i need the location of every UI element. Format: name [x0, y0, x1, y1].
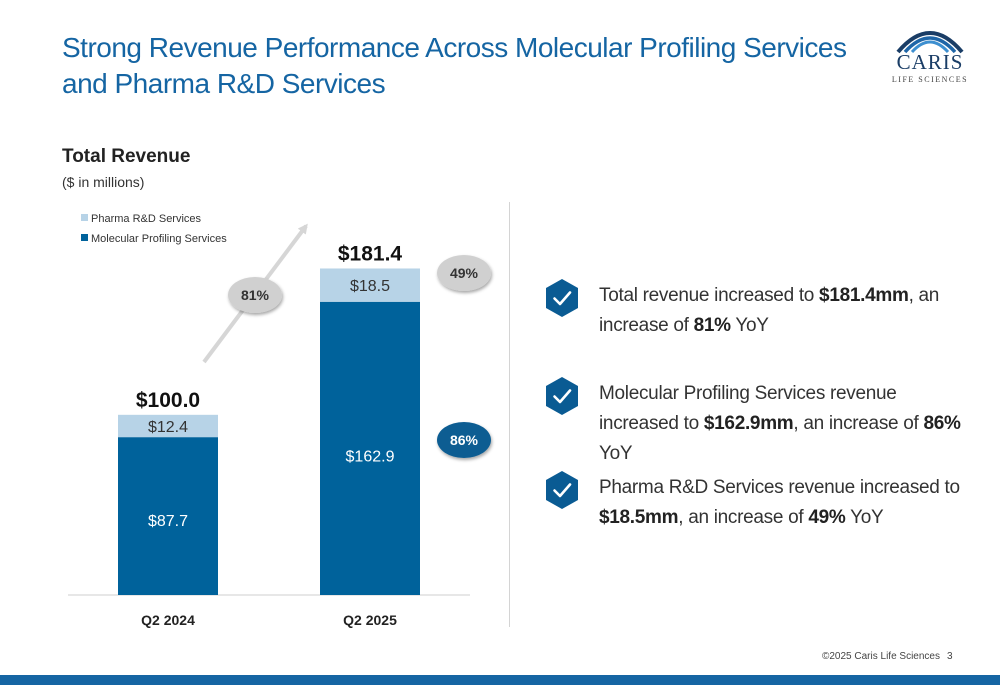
- bar-label-molecular-0: $87.7: [148, 513, 188, 530]
- x-tick-label-1: Q2 2025: [343, 612, 397, 628]
- bullet-text-part: , an increase of: [678, 507, 809, 528]
- badge-molecular-growth-label: 86%: [450, 432, 479, 448]
- page-number: 3: [947, 651, 953, 662]
- bar-label-pharma-1: $18.5: [350, 278, 390, 295]
- badge-pharma-growth: [437, 255, 491, 291]
- bullet-text-part: YoY: [845, 507, 884, 528]
- footer-copyright: ©2025 Caris Life Sciences: [822, 651, 940, 662]
- bullet-item-2: Pharma R&D Services revenue increased to…: [545, 466, 985, 530]
- chart-subtitle: ($ in millions): [62, 174, 145, 190]
- slide-title-line1: Strong Revenue Performance Across Molecu…: [62, 32, 847, 63]
- bullet-text-bold: $181.4mm: [819, 285, 909, 306]
- vertical-divider: [509, 202, 510, 627]
- badge-total-growth-label: 81%: [241, 287, 270, 303]
- badge-total-growth: [228, 277, 282, 313]
- legend-swatch-0: [81, 214, 88, 221]
- bullet-text: Molecular Profiling Services revenue inc…: [599, 379, 979, 469]
- logo-name: CARIS: [896, 50, 964, 74]
- bullet-text-part: Total revenue increased to: [599, 285, 820, 306]
- bar-label-molecular-1: $162.9: [346, 448, 395, 465]
- legend-label-1: Molecular Profiling Services: [91, 233, 227, 245]
- bullet-text-part: YoY: [730, 315, 769, 336]
- bullet-item-0: Total revenue increased to $181.4mm, an …: [545, 274, 985, 338]
- bar-pharma-1: [320, 268, 420, 302]
- bar-molecular-1: [320, 301, 420, 595]
- logo-arc-icon: [896, 31, 964, 54]
- slide-title-line2: and Pharma R&D Services: [62, 68, 386, 99]
- bar-pharma-0: [118, 414, 218, 438]
- bullet-text-bold: 49%: [808, 507, 846, 528]
- bullet-text-part: , an increase of: [599, 285, 940, 336]
- bullet-item-1: Molecular Profiling Services revenue inc…: [545, 372, 985, 464]
- bullet-text-bold: 81%: [693, 315, 731, 336]
- bullet-text-bold: $18.5mm: [599, 507, 679, 528]
- legend-label-0: Pharma R&D Services: [91, 213, 202, 225]
- total-label-1: $181.4: [338, 242, 403, 265]
- caris-logo: CARIS LIFE SCIENCES: [880, 16, 980, 96]
- legend-swatch-1: [81, 234, 88, 241]
- footer-bar: [0, 675, 1000, 685]
- total-label-0: $100.0: [136, 389, 200, 412]
- badge-pharma-growth-label: 49%: [450, 265, 479, 281]
- bullet-text-part: Pharma R&D Services revenue increased to: [599, 477, 960, 498]
- bullet-text: Pharma R&D Services revenue increased to…: [599, 473, 979, 533]
- slide-title: Strong Revenue Performance Across Molecu…: [62, 30, 852, 102]
- bar-molecular-0: [118, 437, 218, 595]
- bullet-text-part: YoY: [599, 443, 633, 464]
- chart-title: Total Revenue: [62, 146, 191, 167]
- x-tick-label-0: Q2 2024: [141, 612, 195, 628]
- revenue-chart: Pharma R&D Services Molecular Profiling S…: [68, 213, 491, 628]
- checkmark-hexagon-icon: [546, 377, 578, 415]
- bar-label-pharma-0: $12.4: [148, 419, 188, 436]
- checkmark-hexagon-icon: [546, 279, 578, 317]
- checkmark-hexagon-icon: [546, 471, 578, 509]
- bullet-text-bold: $162.9mm: [703, 413, 794, 434]
- bullet-text-bold: 86%: [923, 413, 961, 434]
- bullet-text-part: Molecular Profiling Services revenue inc…: [599, 383, 897, 434]
- bullet-text-part: , an increase of: [793, 413, 924, 434]
- bullet-text: Total revenue increased to $181.4mm, an …: [599, 281, 979, 341]
- badge-molecular-growth: [437, 422, 491, 458]
- logo-subtitle: LIFE SCIENCES: [891, 75, 969, 84]
